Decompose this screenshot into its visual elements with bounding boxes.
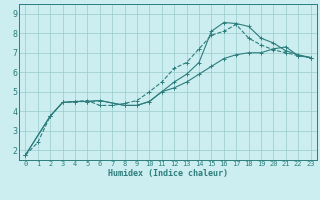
X-axis label: Humidex (Indice chaleur): Humidex (Indice chaleur) [108,169,228,178]
